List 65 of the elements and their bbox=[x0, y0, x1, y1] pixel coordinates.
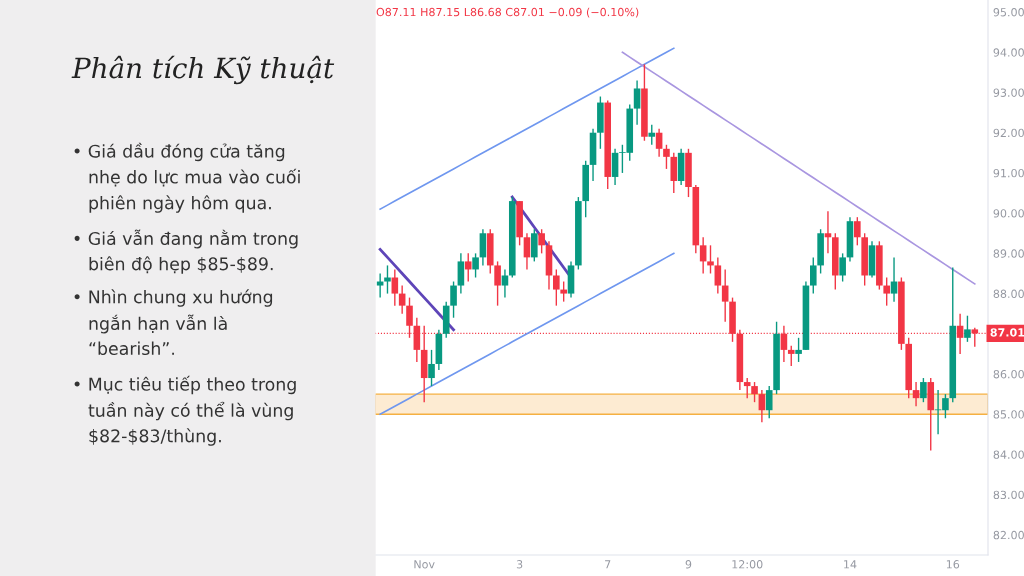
line-series bbox=[379, 252, 675, 416]
candlestick bbox=[912, 381, 920, 407]
candlestick bbox=[809, 256, 817, 295]
candlestick bbox=[765, 385, 773, 419]
y-tick-label: 94.00 bbox=[993, 48, 1024, 57]
candlestick bbox=[920, 377, 927, 403]
candlestick bbox=[839, 252, 846, 283]
candlestick bbox=[743, 377, 751, 399]
candlestick bbox=[883, 276, 890, 307]
y-tick-label: 86.00 bbox=[993, 370, 1024, 379]
text: • Nhìn chung xu hướng ngắn hạn vẫn là “bearish”. bbox=[74, 289, 273, 356]
candlestick bbox=[428, 349, 435, 387]
ref-line-label: 87.01 bbox=[990, 328, 1024, 337]
x-tick-label: 14 bbox=[844, 560, 857, 569]
candlestick bbox=[501, 268, 509, 299]
text: • Giá vẫn đang nằm trong biên độ hẹp $85-$89. bbox=[74, 229, 298, 274]
line-series bbox=[621, 51, 976, 285]
candlestick bbox=[538, 228, 545, 255]
candlestick bbox=[795, 337, 802, 363]
y-tick-label: 88.00 bbox=[993, 289, 1024, 298]
candlestick bbox=[398, 284, 406, 315]
text: Phân tích Kỹ thuật bbox=[71, 55, 335, 85]
candlestick bbox=[721, 268, 729, 323]
candlestick bbox=[751, 381, 758, 403]
x-tick-label: 3 bbox=[516, 560, 523, 569]
candlestick bbox=[472, 252, 479, 279]
candlestick bbox=[655, 128, 663, 158]
candlestick bbox=[758, 389, 766, 423]
candlestick bbox=[494, 260, 501, 307]
candlestick bbox=[464, 252, 472, 283]
candlestick bbox=[560, 280, 567, 303]
y-tick-label: 89.00 bbox=[993, 249, 1024, 258]
x-tick-label: 12:00 bbox=[732, 560, 763, 569]
y-tick-label: 85.00 bbox=[993, 410, 1024, 419]
annotation: O87.11 H87.15 L86.68 C87.01 −0.09 (−0.10%) bbox=[376, 7, 639, 18]
y-tick-label: 95.00 bbox=[993, 8, 1024, 17]
x-tick-label: 16 bbox=[946, 560, 960, 569]
y-tick-label: 91.00 bbox=[993, 168, 1024, 178]
candlestick bbox=[450, 280, 457, 319]
candlestick bbox=[890, 256, 898, 303]
candlestick bbox=[787, 345, 795, 367]
y-tick-label: 93.00 bbox=[993, 88, 1024, 97]
line-series bbox=[379, 47, 675, 210]
candlestick bbox=[648, 123, 656, 146]
text: • Mục tiêu tiếp theo trong tuần này có thể là vùng $82-$83/thùng. bbox=[74, 375, 296, 446]
y-tick-label: 84.00 bbox=[993, 450, 1024, 459]
text: • Giá dầu đóng cửa tăng nhẹ do lực mua vào cuối phiên ngày hôm qua. bbox=[74, 142, 300, 213]
y-tick-label: 92.00 bbox=[993, 128, 1024, 138]
x-tick-label: Nov bbox=[414, 560, 435, 569]
candlestick bbox=[699, 236, 707, 275]
candlestick bbox=[964, 315, 971, 343]
x-tick-label: 9 bbox=[685, 560, 692, 569]
y-tick-label: 83.00 bbox=[993, 490, 1024, 500]
candlestick bbox=[707, 244, 714, 275]
y-tick-label: 90.00 bbox=[993, 209, 1024, 218]
candlestick bbox=[663, 144, 670, 170]
candlestick bbox=[391, 268, 399, 307]
candlestick bbox=[523, 232, 531, 271]
candlestick bbox=[714, 256, 722, 295]
y-tick-label: 82.00 bbox=[993, 530, 1024, 540]
x-tick-label: 7 bbox=[605, 560, 611, 569]
candlestick bbox=[854, 216, 861, 247]
candlestick bbox=[384, 264, 391, 295]
candlestick bbox=[633, 79, 641, 126]
candlestick bbox=[553, 268, 560, 307]
